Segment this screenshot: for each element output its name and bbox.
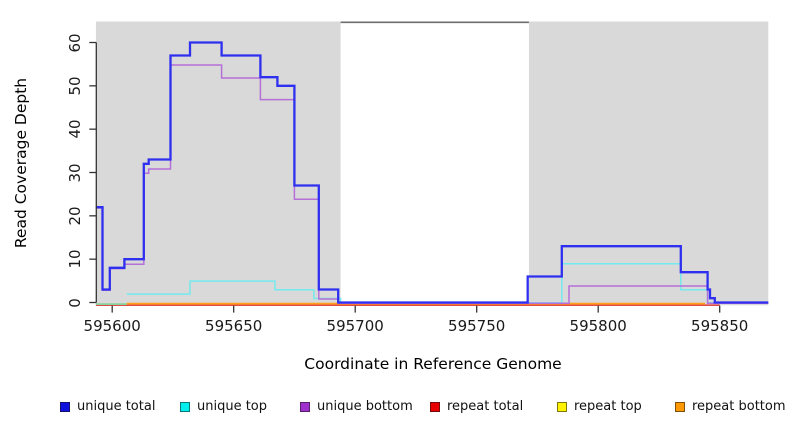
x-tick-label-595800: 595800 xyxy=(569,317,627,335)
series-line-unique-total xyxy=(95,41,769,304)
legend-label: unique bottom xyxy=(317,399,413,414)
legend-swatch-icon xyxy=(180,402,190,412)
x-tick-label-595700: 595700 xyxy=(326,317,384,335)
y-axis-title: Read Coverage Depth xyxy=(12,77,30,249)
legend-item-repeat-total: repeat total xyxy=(430,399,523,415)
y-tick-label-0: 0 xyxy=(66,297,84,308)
legend-swatch-icon xyxy=(430,402,440,412)
legend-label: repeat total xyxy=(447,399,524,414)
legend-swatch-icon xyxy=(60,402,70,412)
legend-swatch-icon xyxy=(300,402,310,412)
x-tick-label-595850: 595850 xyxy=(691,317,749,335)
legend-item-unique-total: unique total xyxy=(60,399,155,415)
legend-label: unique total xyxy=(77,399,156,414)
series-line-unique-top xyxy=(126,263,769,304)
shaded-region-2 xyxy=(528,21,769,306)
y-tick-label-30: 30 xyxy=(66,162,84,183)
legend-item-repeat-bottom: repeat bottom xyxy=(675,399,786,415)
legend-swatch-icon xyxy=(557,402,567,412)
legend-label: repeat top xyxy=(574,399,642,414)
legend-item-unique-bottom: unique bottom xyxy=(300,399,413,415)
x-axis-title: Coordinate in Reference Genome xyxy=(304,355,562,373)
legend-label: unique top xyxy=(197,399,268,414)
legend-item-repeat-top: repeat top xyxy=(557,399,642,415)
y-tick-label-20: 20 xyxy=(66,206,84,226)
y-tick-label-60: 60 xyxy=(66,32,84,53)
y-tick-label-50: 50 xyxy=(66,76,84,96)
legend-item-unique-top: unique top xyxy=(180,399,267,415)
y-tick-label-10: 10 xyxy=(66,249,84,269)
x-tick-label-595600: 595600 xyxy=(83,317,141,335)
shaded-region-1 xyxy=(95,21,341,306)
legend-swatch-icon xyxy=(675,402,685,412)
x-tick-label-595650: 595650 xyxy=(205,317,263,335)
y-tick-label-40: 40 xyxy=(66,119,84,139)
legend-label: repeat bottom xyxy=(692,399,786,414)
x-tick-label-595750: 595750 xyxy=(448,317,506,335)
